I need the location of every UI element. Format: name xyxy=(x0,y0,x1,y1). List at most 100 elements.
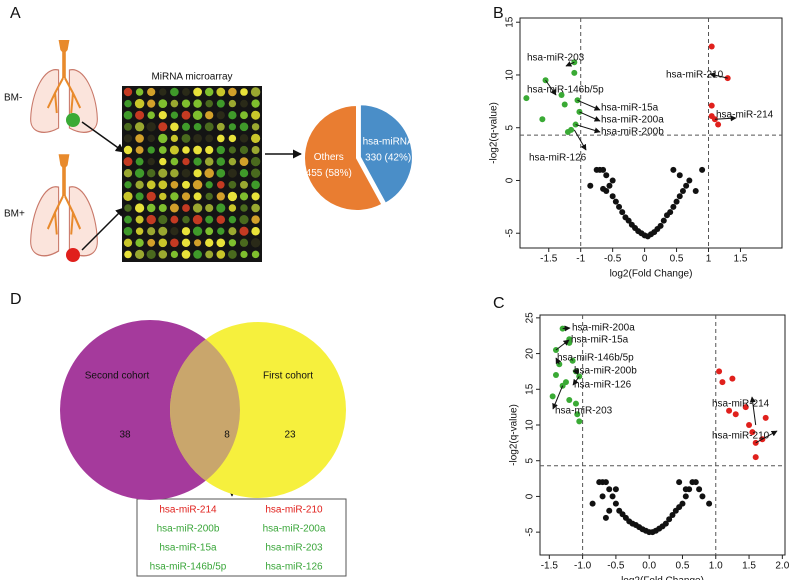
point xyxy=(676,193,683,200)
y-tick-label: 0 xyxy=(505,177,516,183)
spot xyxy=(204,157,214,166)
point xyxy=(682,486,689,493)
spot xyxy=(227,168,237,178)
spot xyxy=(170,134,179,143)
point xyxy=(609,193,616,200)
spot xyxy=(169,145,179,155)
point xyxy=(612,500,619,507)
spot xyxy=(182,122,190,131)
annotation-arrow xyxy=(714,115,737,122)
point xyxy=(726,407,733,414)
spot xyxy=(147,227,156,236)
spot xyxy=(170,157,179,166)
spot xyxy=(147,87,156,97)
point xyxy=(616,203,623,210)
point xyxy=(523,95,530,102)
spot xyxy=(193,169,202,178)
spot xyxy=(205,134,214,143)
annotation-arrow xyxy=(749,396,757,426)
y-tick-label: -5 xyxy=(525,527,536,536)
spot xyxy=(134,122,145,132)
spot xyxy=(182,215,190,224)
spot xyxy=(251,203,260,213)
lung xyxy=(29,38,99,134)
annotation: hsa-miR-214 xyxy=(712,399,770,410)
spot xyxy=(135,192,144,201)
spot xyxy=(158,180,168,190)
annotation-arrow xyxy=(555,357,562,365)
spot xyxy=(158,215,168,225)
panel-label: D xyxy=(10,291,22,308)
slice-value: 330 (42%) xyxy=(365,153,411,164)
spot xyxy=(158,226,168,236)
spot xyxy=(240,250,248,259)
point xyxy=(606,507,613,514)
spot xyxy=(193,99,202,108)
spot xyxy=(147,111,155,119)
y-tick-label: 15 xyxy=(525,383,536,395)
y-tick-label: 10 xyxy=(505,69,516,81)
spot xyxy=(250,133,261,144)
y-tick-label: 5 xyxy=(505,125,516,131)
point xyxy=(662,520,669,527)
spot xyxy=(192,180,203,190)
spot xyxy=(135,146,144,154)
lung xyxy=(29,152,99,257)
point xyxy=(589,500,596,507)
spot xyxy=(123,191,133,201)
spot xyxy=(135,88,144,96)
spot xyxy=(239,226,249,236)
spot xyxy=(158,168,168,178)
spot xyxy=(170,250,179,259)
point xyxy=(552,372,559,378)
point xyxy=(660,217,667,224)
point xyxy=(670,166,677,173)
spot xyxy=(147,238,156,247)
spot xyxy=(228,99,237,108)
spot xyxy=(158,203,167,213)
slice-label: hsa-miRNA xyxy=(363,137,414,148)
plot-frame xyxy=(539,314,786,556)
x-tick-label: 0.5 xyxy=(670,254,684,265)
spot xyxy=(193,145,202,155)
spot xyxy=(239,192,249,201)
spot xyxy=(251,180,260,190)
point xyxy=(670,203,677,210)
point xyxy=(715,121,722,128)
spot xyxy=(228,111,237,120)
spot xyxy=(135,157,144,166)
spot xyxy=(158,238,168,248)
mirna: hsa-miR-210 xyxy=(265,505,323,516)
spot xyxy=(216,203,226,213)
spot xyxy=(205,203,214,213)
spot xyxy=(239,122,249,132)
set-name: First cohort xyxy=(263,371,313,382)
x-tick-label: 1.5 xyxy=(742,561,756,572)
point xyxy=(762,414,769,421)
spot xyxy=(193,157,202,166)
point xyxy=(602,514,609,521)
spot xyxy=(170,99,179,108)
point xyxy=(682,493,689,500)
spot xyxy=(146,180,156,190)
y-axis-label: -log2(q-value) xyxy=(509,404,520,466)
spot xyxy=(182,204,190,212)
spot xyxy=(205,111,214,120)
spot xyxy=(146,249,156,260)
spot xyxy=(182,157,190,166)
spot xyxy=(181,168,191,178)
spot xyxy=(146,122,156,132)
point xyxy=(612,486,619,493)
spot xyxy=(251,110,261,120)
x-tick-label: 0 xyxy=(642,254,648,265)
slice-label: Others xyxy=(314,152,344,163)
spot xyxy=(181,192,191,201)
spot xyxy=(147,99,156,108)
slice-value: 455 (58%) xyxy=(306,168,352,179)
spot xyxy=(205,145,214,155)
point xyxy=(539,116,546,123)
point xyxy=(676,479,683,486)
annotation-arrow xyxy=(573,129,587,151)
annotation-arrow xyxy=(755,430,778,444)
spot xyxy=(123,157,133,167)
